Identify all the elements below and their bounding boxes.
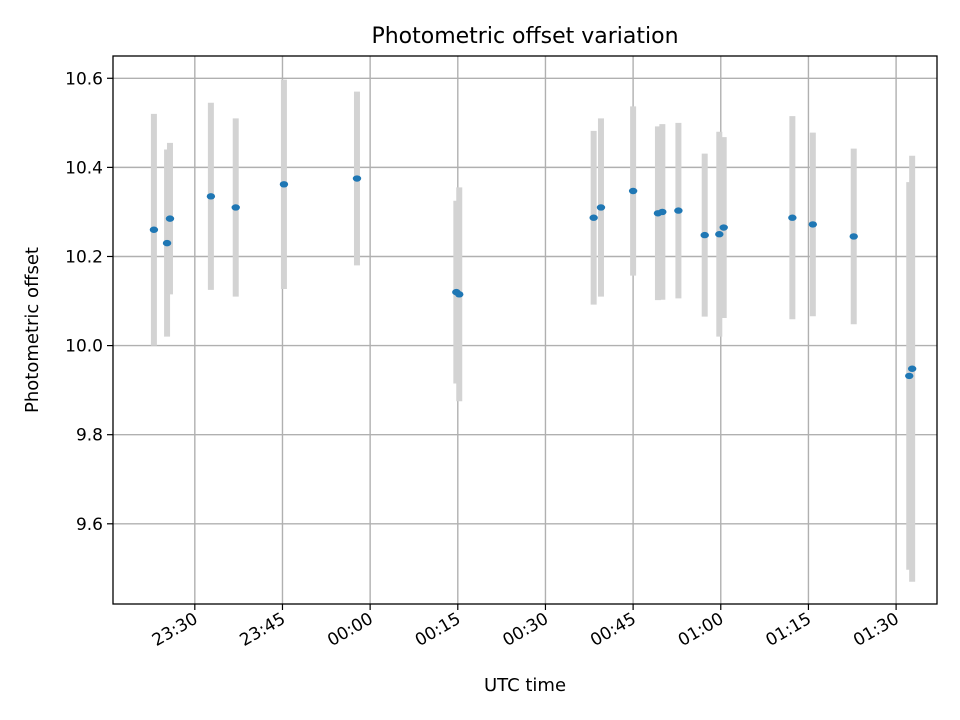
data-point	[808, 221, 818, 228]
data-point	[455, 291, 464, 298]
y-tick-label: 10.4	[65, 158, 103, 178]
data-point	[206, 193, 216, 200]
data-point	[596, 204, 606, 211]
data-point	[231, 204, 240, 211]
y-axis-label: Photometric offset	[22, 247, 43, 413]
data-point	[352, 175, 362, 182]
plot-frame	[112, 55, 938, 605]
x-axis-label: UTC time	[484, 675, 566, 696]
data-point	[719, 224, 728, 231]
y-tick-label: 10.6	[65, 69, 103, 89]
data-point	[907, 365, 917, 372]
data-point	[658, 208, 667, 216]
data-point	[788, 214, 797, 221]
y-tick-label: 10.0	[65, 337, 103, 357]
y-tick-label: 9.6	[76, 515, 103, 535]
data-point	[165, 215, 175, 222]
data-point	[149, 226, 159, 233]
chart-title: Photometric offset variation	[371, 24, 678, 49]
data-point	[628, 187, 638, 195]
data-point	[700, 231, 709, 239]
data-point	[589, 214, 598, 221]
data-point	[162, 239, 172, 247]
data-point	[715, 231, 724, 238]
y-tick-label: 9.8	[76, 426, 103, 446]
data-point	[279, 181, 289, 188]
y-axis-ticks: 9.6 9.8 10.0 10.2 10.4 10.6	[65, 69, 113, 535]
data-point	[849, 233, 858, 240]
data-points	[149, 175, 917, 380]
data-point	[905, 372, 914, 380]
y-tick-label: 10.2	[65, 247, 103, 267]
data-point	[674, 207, 683, 214]
